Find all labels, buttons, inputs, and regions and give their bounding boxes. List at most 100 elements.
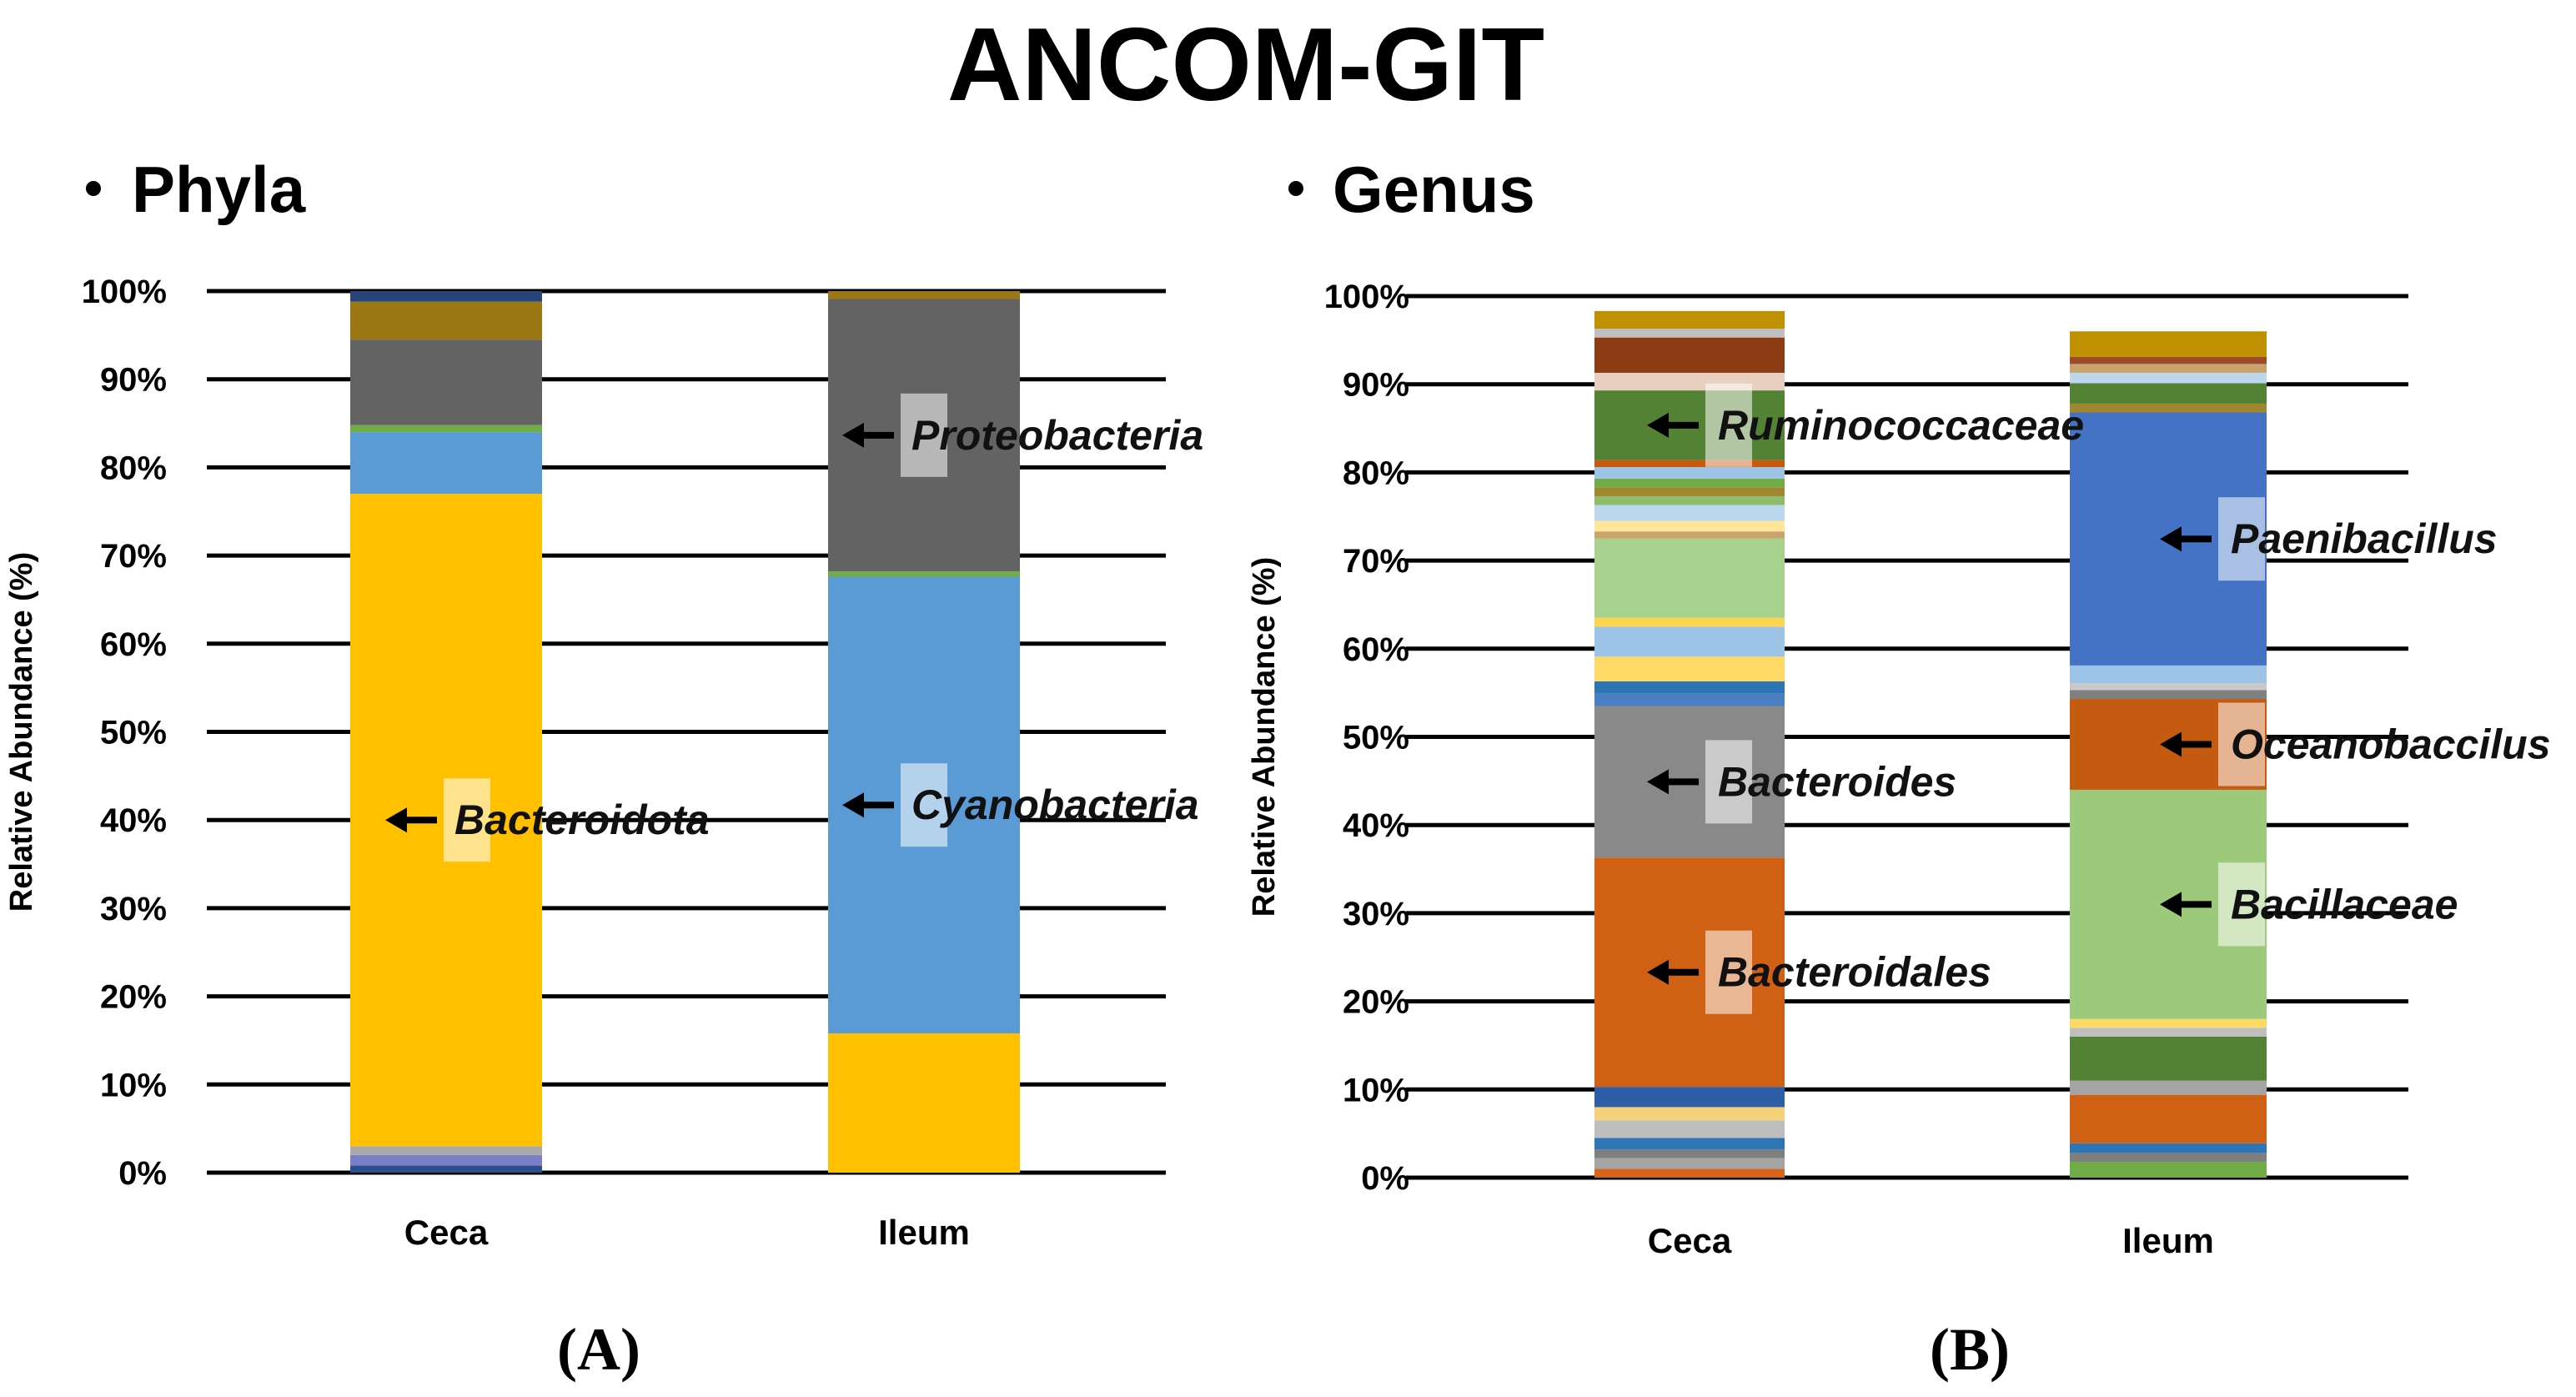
phyla-annotation-cyanobacteria: Cyanobacteria xyxy=(911,781,1199,828)
phyla-ytick-label: 70% xyxy=(100,538,167,575)
phyla-bar-ceca-segment-2 xyxy=(350,1146,542,1155)
genus-ytick-label: 0% xyxy=(1361,1160,1409,1197)
phyla-ytick-label: 50% xyxy=(100,715,167,751)
section-title-phyla: Phyla xyxy=(132,153,306,226)
genus-bar-ceca-segment-11 xyxy=(1594,656,1785,681)
genus-bar-ileum-segment-15 xyxy=(2070,383,2267,404)
phyla-ytick-label: 0% xyxy=(118,1155,167,1192)
phyla-annotation-proteobacteria: Proteobacteria xyxy=(911,412,1203,459)
genus-bar-ceca-segment-2 xyxy=(1594,1149,1785,1158)
figure-title: ANCOM-GIT xyxy=(947,8,1544,123)
genus-bar-ileum-segment-0 xyxy=(2070,1161,2267,1178)
genus-bar-ceca-segment-25 xyxy=(1594,337,1785,373)
genus-bar-ileum-segment-3 xyxy=(2070,1094,2267,1143)
genus-ytick-label: 30% xyxy=(1343,896,1409,932)
genus-bar-ceca-segment-24 xyxy=(1594,372,1785,391)
genus-ytick-label: 90% xyxy=(1343,367,1409,404)
phyla-arrow-left-icon xyxy=(842,792,864,818)
genus-bar-ileum-segment-1 xyxy=(2070,1153,2267,1162)
genus-bar-ceca-segment-5 xyxy=(1594,1107,1785,1121)
genus-annotation-highlight-bacteroidales xyxy=(1705,930,1752,1014)
genus-ytick-label: 20% xyxy=(1343,984,1409,1021)
phyla-ytick-label: 10% xyxy=(100,1067,167,1103)
phyla-annotation-highlight-proteobacteria xyxy=(901,393,947,477)
genus-bar-ceca-segment-27 xyxy=(1594,310,1785,329)
genus-bar-ileum-segment-5 xyxy=(2070,1036,2267,1081)
genus-bar-ceca-segment-21 xyxy=(1594,467,1785,479)
genus-bar-ceca-segment-1 xyxy=(1594,1158,1785,1169)
genus-bar-ceca-segment-10 xyxy=(1594,681,1785,694)
phyla-ytick-label: 20% xyxy=(100,979,167,1016)
phyla-y-axis-label: Relative Abundance (%) xyxy=(4,552,39,912)
genus-arrow-left-icon xyxy=(2160,731,2182,757)
genus-bar-ileum-segment-12 xyxy=(2070,665,2267,684)
phyla-ytick-label: 60% xyxy=(100,626,167,663)
genus-bar-ceca-segment-17 xyxy=(1594,505,1785,521)
phyla-bar-ceca-segment-1 xyxy=(350,1154,542,1166)
phyla-annotation-bacteroidota: Bacteroidota xyxy=(454,796,710,843)
genus-bar-ceca-segment-3 xyxy=(1594,1138,1785,1150)
panel-label-b: (B) xyxy=(1930,1316,2010,1383)
genus-bar-ceca-segment-0 xyxy=(1594,1168,1785,1178)
panel-label-a: (A) xyxy=(557,1316,640,1383)
genus-ytick-label: 100% xyxy=(1324,279,1409,315)
genus-annotation-highlight-paenibacillus xyxy=(2218,497,2265,581)
genus-chart: 0% 10% 20% 30% 40% 50% 60% 70% 80% 90% 100% Relativ… xyxy=(1247,279,2551,1260)
genus-bar-ceca-segment-22 xyxy=(1594,460,1785,468)
genus-annotation-highlight-bacteroides xyxy=(1705,740,1752,824)
genus-annotation-highlight-ruminococcaceae xyxy=(1705,383,1752,467)
phyla-ytick-label: 100% xyxy=(82,274,167,310)
phyla-annotation-highlight-bacteroidota xyxy=(444,778,490,862)
phyla-arrow-left-icon xyxy=(385,807,407,833)
genus-bar-ceca-segment-9 xyxy=(1594,693,1785,706)
genus-bar-ileum-segment-6 xyxy=(2070,1028,2267,1037)
genus-bar-ileum-segment-19 xyxy=(2070,331,2267,357)
genus-arrow-left-icon xyxy=(1647,769,1669,795)
genus-bar-ileum-segment-16 xyxy=(2070,372,2267,384)
genus-bar-ileum-segment-2 xyxy=(2070,1143,2267,1153)
genus-annotation-bacteroidales: Bacteroidales xyxy=(1718,949,1991,996)
phyla-ytick-label: 90% xyxy=(100,362,167,399)
genus-ytick-label: 10% xyxy=(1343,1072,1409,1108)
genus-bar-ceca-segment-19 xyxy=(1594,487,1785,496)
genus-annotation-bacillaceae: Bacillaceae xyxy=(2231,881,2458,927)
genus-bar-ileum-segment-7 xyxy=(2070,1018,2267,1028)
genus-annotation-highlight-oceanobaccilus xyxy=(2218,702,2265,786)
genus-arrow-left-icon xyxy=(2160,526,2182,552)
phyla-bar-ceca-segment-6 xyxy=(350,339,542,425)
genus-ytick-label: 60% xyxy=(1343,631,1409,668)
genus-bar-ileum-segment-18 xyxy=(2070,356,2267,364)
phyla-annotation-highlight-cyanobacteria xyxy=(901,763,947,847)
genus-arrow-left-icon xyxy=(1647,412,1669,438)
phyla-arrow-left-icon xyxy=(842,422,864,448)
genus-y-axis-label: Relative Abundance (%) xyxy=(1247,557,1282,917)
phyla-category-label-ileum: Ileum xyxy=(878,1213,970,1252)
phyla-ytick-label: 40% xyxy=(100,802,167,839)
phyla-bar-ceca-segment-4 xyxy=(350,432,542,495)
genus-ytick-label: 70% xyxy=(1343,543,1409,580)
phyla-bar-ceca-segment-7 xyxy=(350,301,542,340)
genus-bar-ceca-segment-14 xyxy=(1594,538,1785,618)
genus-bar-ceca-segment-4 xyxy=(1594,1120,1785,1138)
genus-bar-ceca-segment-20 xyxy=(1594,478,1785,488)
phyla-bar-ileum-segment-0 xyxy=(828,1033,1020,1173)
phyla-bar-ileum-segment-4 xyxy=(828,291,1020,299)
phyla-ytick-label: 80% xyxy=(100,450,167,486)
genus-bar-ceca-segment-6 xyxy=(1594,1087,1785,1108)
genus-bar-ileum-segment-4 xyxy=(2070,1080,2267,1095)
genus-annotation-bacteroides: Bacteroides xyxy=(1718,758,1956,805)
genus-ytick-label: 80% xyxy=(1343,455,1409,491)
bullet-left xyxy=(86,181,101,196)
genus-arrow-left-icon xyxy=(2160,892,2182,917)
genus-annotation-paenibacillus: Paenibacillus xyxy=(2231,515,2498,562)
genus-bar-ceca-segment-15 xyxy=(1594,531,1785,539)
genus-bar-ileum-segment-17 xyxy=(2070,364,2267,373)
phyla-chart: 0% 10% 20% 30% 40% 50% 60% 70% 80% 90% 100% Relativ… xyxy=(4,274,1203,1252)
genus-category-label-ceca: Ceca xyxy=(1648,1221,1732,1260)
genus-annotation-highlight-bacillaceae xyxy=(2218,862,2265,947)
genus-annotation-oceanobaccilus: Oceanobaccilus xyxy=(2231,721,2551,767)
bullet-right xyxy=(1288,181,1303,196)
section-title-genus: Genus xyxy=(1333,153,1535,226)
genus-bar-ceca-segment-13 xyxy=(1594,617,1785,627)
